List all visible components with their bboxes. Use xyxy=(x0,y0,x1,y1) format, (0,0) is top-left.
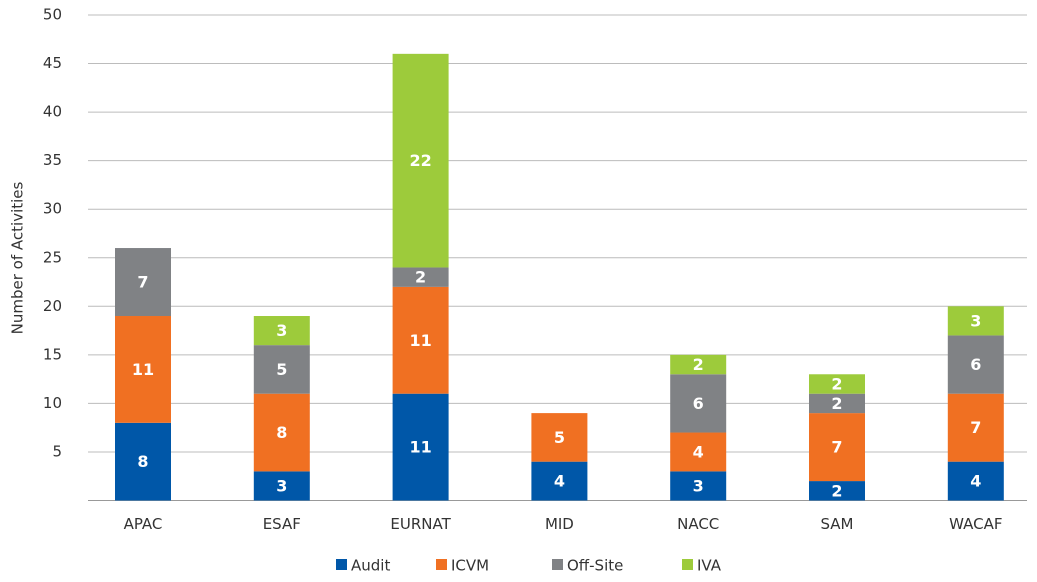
bar-segment xyxy=(809,413,865,482)
bar-segment xyxy=(392,267,449,287)
data-label: 4 xyxy=(554,472,565,491)
data-label: 3 xyxy=(693,476,704,495)
data-label: 6 xyxy=(970,355,981,374)
y-tick-label: 45 xyxy=(43,54,62,72)
y-tick-label: 40 xyxy=(43,103,62,121)
data-label: 6 xyxy=(693,394,704,413)
bar-segment xyxy=(253,393,310,472)
y-tick-label: 15 xyxy=(43,345,62,363)
data-label: 2 xyxy=(831,374,842,393)
bar-segment xyxy=(670,374,727,433)
bar-segment xyxy=(115,422,171,501)
bar-segment xyxy=(947,335,1004,394)
bar-segment xyxy=(392,286,449,394)
legend-label: Off-Site xyxy=(567,557,623,575)
y-axis-label: Number of Activities xyxy=(9,181,27,334)
data-label: 7 xyxy=(831,438,842,457)
legend-label: Audit xyxy=(351,557,390,575)
data-label: 2 xyxy=(831,481,842,500)
x-tick-label: WACAF xyxy=(949,515,1002,533)
x-tick-label: SAM xyxy=(820,515,853,533)
legend-label: ICVM xyxy=(451,557,489,575)
y-tick-label: 35 xyxy=(43,151,62,169)
bar-segment xyxy=(115,248,171,317)
data-label: 2 xyxy=(415,268,426,287)
data-label: 3 xyxy=(276,476,287,495)
y-tick-label: 30 xyxy=(43,200,62,218)
data-label: 7 xyxy=(970,418,981,437)
y-tick-label: 5 xyxy=(52,442,62,460)
y-tick-label: 20 xyxy=(43,297,62,315)
x-tick-label: ESAF xyxy=(263,515,301,533)
bar-segment xyxy=(253,471,310,501)
bar-segment xyxy=(531,461,588,501)
data-label: 5 xyxy=(276,360,287,379)
bar-segment xyxy=(253,345,310,394)
data-label: 11 xyxy=(409,438,431,457)
data-label: 2 xyxy=(831,394,842,413)
data-label: 2 xyxy=(693,355,704,374)
bar-segment xyxy=(392,393,449,501)
y-tick-label: 25 xyxy=(43,248,62,266)
data-label: 11 xyxy=(409,331,431,350)
legend-swatch xyxy=(436,559,447,570)
x-tick-label: NACC xyxy=(677,515,719,533)
data-label: 3 xyxy=(970,311,981,330)
bar-segment xyxy=(809,393,865,414)
data-label: 3 xyxy=(276,321,287,340)
x-tick-label: APAC xyxy=(124,515,163,533)
bar-segment xyxy=(253,316,310,346)
x-tick-label: MID xyxy=(545,515,574,533)
legend-swatch xyxy=(682,559,693,570)
bar-segment xyxy=(947,461,1004,501)
bar-segment xyxy=(392,53,449,268)
data-label: 11 xyxy=(132,360,154,379)
bar-segment xyxy=(670,471,727,501)
x-tick-label: EURNAT xyxy=(390,515,451,533)
bar-segment xyxy=(531,413,588,462)
bar-segment xyxy=(670,354,727,375)
bar-segment xyxy=(947,306,1004,336)
bar-segment xyxy=(947,393,1004,462)
data-label: 5 xyxy=(554,428,565,447)
legend-swatch xyxy=(552,559,563,570)
y-tick-label: 10 xyxy=(43,394,62,412)
bar-segment xyxy=(809,481,865,501)
data-label: 4 xyxy=(693,442,704,461)
data-label: 7 xyxy=(137,273,148,292)
legend-swatch xyxy=(336,559,347,570)
y-tick-label: 50 xyxy=(43,6,62,24)
data-label: 4 xyxy=(970,472,981,491)
data-label: 22 xyxy=(409,151,431,170)
data-label: 8 xyxy=(137,452,148,471)
legend-label: IVA xyxy=(697,557,722,575)
bar-segment xyxy=(115,316,171,423)
bar-segment xyxy=(809,374,865,394)
data-label: 8 xyxy=(276,423,287,442)
bar-segment xyxy=(670,432,727,472)
